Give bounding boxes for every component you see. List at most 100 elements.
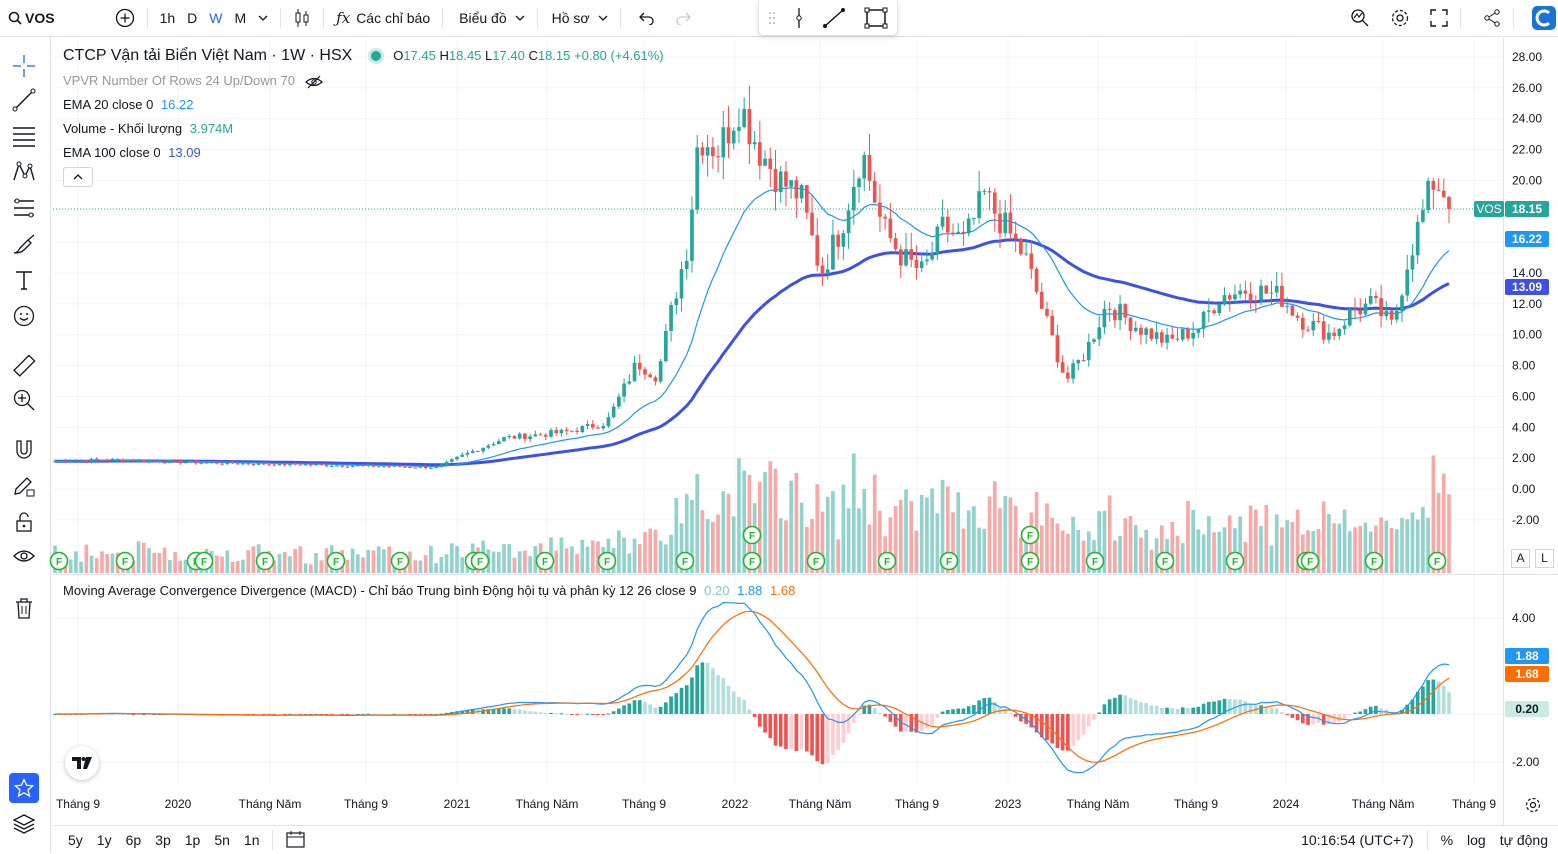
volume-bar xyxy=(136,541,141,573)
macd-hist-bar xyxy=(1107,699,1112,714)
log-scale-button[interactable]: L xyxy=(1535,549,1554,568)
volume-bar xyxy=(429,545,433,573)
volume-bar xyxy=(89,555,94,573)
volume-legend[interactable]: Volume - Khối lượng 3.974M xyxy=(63,121,234,136)
macd-hist-bar xyxy=(1118,694,1122,714)
fib-tool[interactable] xyxy=(11,123,37,149)
candle-body xyxy=(543,434,548,437)
compare-button[interactable] xyxy=(109,0,141,36)
earnings-marker-label: F xyxy=(471,557,477,568)
range-1m[interactable]: 1p xyxy=(184,832,201,848)
candle-body xyxy=(1405,269,1410,296)
interval-1h[interactable]: 1h xyxy=(159,10,176,26)
trend-line-icon[interactable] xyxy=(822,7,846,29)
favorites-button[interactable] xyxy=(9,773,39,803)
ema100-legend[interactable]: EMA 100 close 0 13.09 xyxy=(63,145,201,160)
candle-body xyxy=(836,234,840,247)
magnet-tool[interactable] xyxy=(11,437,37,463)
percent-toggle[interactable]: % xyxy=(1440,832,1454,848)
object-tree-button[interactable] xyxy=(11,811,37,837)
interval-m[interactable]: M xyxy=(234,10,247,26)
symbol-search[interactable]: VOS xyxy=(0,0,61,36)
remove-drawings-tool[interactable] xyxy=(11,595,37,621)
candle-body xyxy=(1160,332,1164,343)
undo-button[interactable] xyxy=(627,0,661,36)
candle-body xyxy=(878,202,882,217)
indicators-button[interactable]: ƒx Các chỉ báo xyxy=(330,0,436,36)
vertical-line-icon[interactable] xyxy=(794,7,804,29)
profile-menu-button[interactable]: Hồ sơ xyxy=(544,0,614,36)
interval-w[interactable]: W xyxy=(209,10,223,26)
trendline-tool[interactable] xyxy=(11,87,37,113)
range-1y[interactable]: 1y xyxy=(96,832,112,848)
clock[interactable]: 10:16:54 (UTC+7) xyxy=(1301,832,1414,848)
chart-style-button[interactable] xyxy=(287,0,317,36)
interval-dropdown[interactable] xyxy=(252,0,274,36)
redo-button[interactable] xyxy=(661,0,697,36)
emoji-tool[interactable] xyxy=(11,303,37,329)
macd-hist-bar xyxy=(1076,714,1081,741)
brush-tool[interactable] xyxy=(11,231,37,257)
collapse-legend-button[interactable] xyxy=(63,167,93,187)
volume-bar xyxy=(1389,527,1394,573)
hide-drawings-tool[interactable] xyxy=(11,543,37,569)
time-axis-settings[interactable] xyxy=(1524,796,1542,819)
eye-hidden-icon[interactable] xyxy=(304,75,323,89)
zoom-tool[interactable] xyxy=(11,387,37,413)
rectangle-icon[interactable] xyxy=(864,7,888,29)
volume-bar xyxy=(1113,540,1117,573)
volume-bar xyxy=(303,563,308,573)
volume-bar xyxy=(355,554,360,573)
interval-d[interactable]: D xyxy=(187,10,198,26)
candle-body xyxy=(909,249,914,260)
tradingview-logo[interactable] xyxy=(65,746,99,780)
text-tool[interactable] xyxy=(11,267,37,293)
candle-body xyxy=(1379,298,1383,317)
macd-hist-bar xyxy=(1306,714,1310,725)
volume-bar xyxy=(460,557,465,573)
forecast-tool[interactable] xyxy=(11,195,37,221)
chart-menu-button[interactable]: Biểu đồ xyxy=(449,0,530,36)
measure-tool[interactable] xyxy=(11,353,37,379)
pattern-tool[interactable] xyxy=(11,159,37,185)
auto-toggle[interactable]: tự động xyxy=(1499,832,1548,848)
range-6m[interactable]: 6p xyxy=(125,832,142,848)
volume-bar xyxy=(1295,509,1300,573)
chart-title[interactable]: CTCP Vận tải Biển Việt Nam · 1W · HSX xyxy=(63,47,353,64)
range-1d[interactable]: 1n xyxy=(243,832,260,848)
pane-divider[interactable] xyxy=(53,574,1558,575)
candle-body xyxy=(1024,253,1028,255)
crosshair-tool[interactable] xyxy=(11,53,37,79)
drag-handle-icon[interactable] xyxy=(768,11,776,25)
lock-drawing-tool[interactable] xyxy=(11,473,37,499)
candle-body xyxy=(1217,303,1222,314)
lock-all-tool[interactable] xyxy=(11,509,37,535)
candle-body xyxy=(199,462,204,464)
volume-bar xyxy=(773,468,778,573)
vpvr-legend[interactable]: VPVR Number Of Rows 24 Up/Down 70 xyxy=(63,73,323,89)
volume-bar xyxy=(491,551,496,573)
fullscreen-button[interactable] xyxy=(1416,0,1454,36)
range-5y[interactable]: 5y xyxy=(68,832,83,848)
share-button[interactable] xyxy=(1467,0,1507,36)
volume-bar xyxy=(94,558,99,573)
quick-search-button[interactable] xyxy=(1344,0,1376,36)
range-3m[interactable]: 3p xyxy=(155,832,171,848)
auto-scale-button[interactable]: A xyxy=(1511,549,1530,568)
macd-legend[interactable]: Moving Average Convergence Divergence (M… xyxy=(63,583,796,598)
candle-body xyxy=(564,429,569,432)
candle-body xyxy=(1207,310,1211,312)
volume-bar xyxy=(1300,534,1305,573)
macd-hist-bar xyxy=(705,662,710,714)
live-dot-icon xyxy=(370,50,381,61)
settings-button[interactable] xyxy=(1376,0,1416,36)
goto-date-button[interactable] xyxy=(279,830,313,851)
volume-bar xyxy=(408,551,412,573)
chevron-down-icon xyxy=(515,15,525,21)
candle-body xyxy=(1447,197,1451,209)
log-toggle[interactable]: log xyxy=(1467,832,1486,848)
brand-logo[interactable] xyxy=(1520,0,1558,36)
range-5d[interactable]: 5n xyxy=(214,832,230,848)
ema20-legend[interactable]: EMA 20 close 0 16.22 xyxy=(63,97,194,112)
